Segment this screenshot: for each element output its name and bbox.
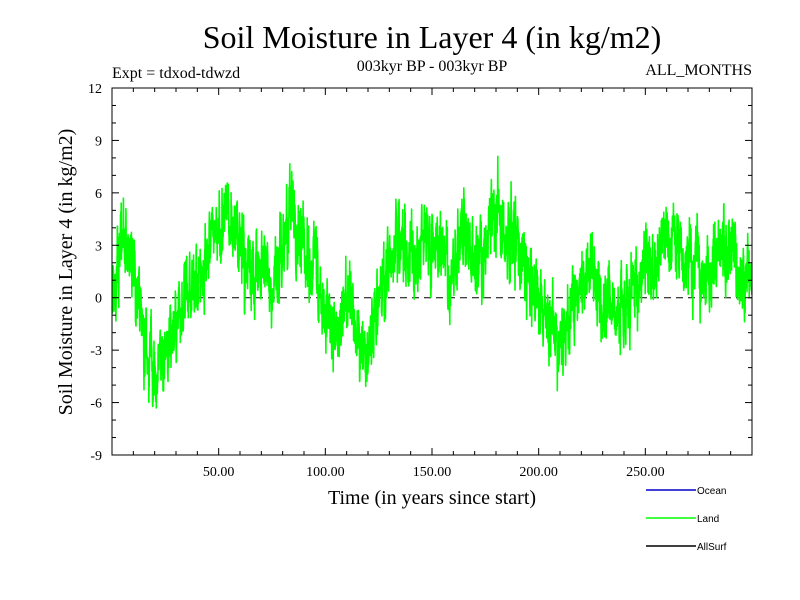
y-tick-label: -9 [90,449,102,464]
plot-area: -9 -6 -3 0 3 6 9 12 50.00 100.00 150.00 200.00 250.0… [88,82,753,480]
y-axis-label: Soil Moisture in Layer 4 (in kg/m2) [55,129,77,416]
y-tick-label: -3 [90,344,102,359]
legend: Ocean Land AllSurf [646,486,727,553]
x-tick-label: 100.00 [306,465,345,480]
series-layer [111,155,753,409]
y-tick-label: 0 [95,292,102,307]
ticks-layer: -9 -6 -3 0 3 6 9 12 50.00 100.00 150.00 200.00 250.0… [88,82,752,480]
chart-title: Soil Moisture in Layer 4 (in kg/m2) [203,19,662,55]
legend-label-ocean: Ocean [697,486,726,497]
y-tick-label: 12 [88,82,102,97]
x-tick-label: 200.00 [519,465,558,480]
x-tick-label: 250.00 [626,465,665,480]
x-tick-label: 150.00 [413,465,452,480]
y-tick-label: -6 [90,397,102,412]
legend-label-allsurf: AllSurf [697,542,727,553]
chart-subtitle: 003kyr BP - 003kyr BP [357,58,508,75]
legend-label-land: Land [697,514,719,525]
series-line-land [111,155,753,409]
months-label: ALL_MONTHS [645,62,752,79]
expt-label: Expt = tdxod-tdwzd [112,65,240,82]
y-tick-label: 6 [95,187,102,202]
x-axis-label: Time (in years since start) [328,487,536,509]
y-tick-label: 3 [95,239,102,254]
y-tick-label: 9 [95,134,102,149]
x-tick-label: 50.00 [203,465,235,480]
